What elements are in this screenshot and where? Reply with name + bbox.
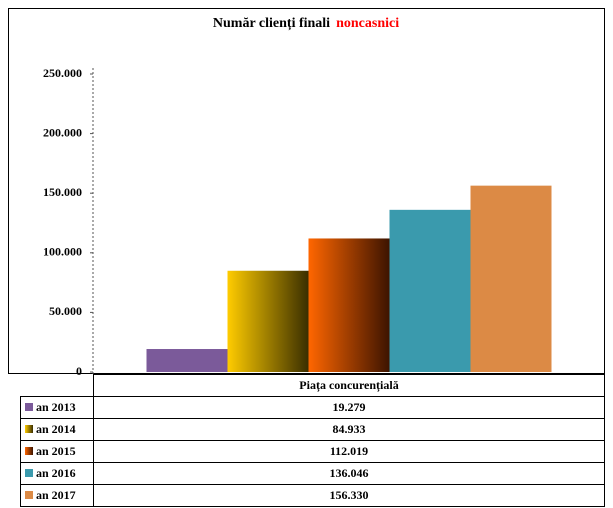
legend-label: an 2014: [36, 422, 76, 436]
table-value: 112.019: [330, 444, 368, 458]
chart-frame: [8, 8, 605, 374]
legend-key: [25, 469, 33, 477]
title-main: Număr clienți finali: [213, 16, 330, 31]
y-tick-label: 250.000: [43, 66, 82, 80]
legend-label: an 2016: [36, 466, 76, 480]
legend-key: [25, 425, 33, 433]
y-tick-label: 200.000: [43, 125, 82, 139]
table-value: 156.330: [330, 488, 369, 502]
y-tick-label: 50.000: [49, 304, 82, 318]
bar: [146, 349, 228, 372]
legend-label: an 2017: [36, 488, 76, 502]
bar: [227, 270, 309, 372]
y-tick-label: 0: [76, 364, 82, 378]
legend-key: [25, 491, 33, 499]
legend-key: [25, 403, 33, 411]
chart-title: Număr clienți finali noncasnici: [213, 16, 399, 31]
bar: [470, 185, 552, 372]
title-highlight: noncasnici: [336, 16, 399, 31]
legend-key: [25, 447, 33, 455]
table-row: [93, 484, 605, 507]
table-header: Piața concurențială: [299, 378, 398, 393]
legend-label: an 2013: [36, 400, 76, 414]
table-value: 136.046: [330, 466, 369, 480]
legend-label: an 2015: [36, 444, 76, 458]
table-value: 19.279: [333, 400, 366, 414]
y-tick-label: 100.000: [43, 245, 82, 259]
bar: [389, 209, 471, 372]
table-value: 84.933: [333, 422, 366, 436]
bar: [308, 238, 390, 372]
y-tick-label: 150.000: [43, 185, 82, 199]
